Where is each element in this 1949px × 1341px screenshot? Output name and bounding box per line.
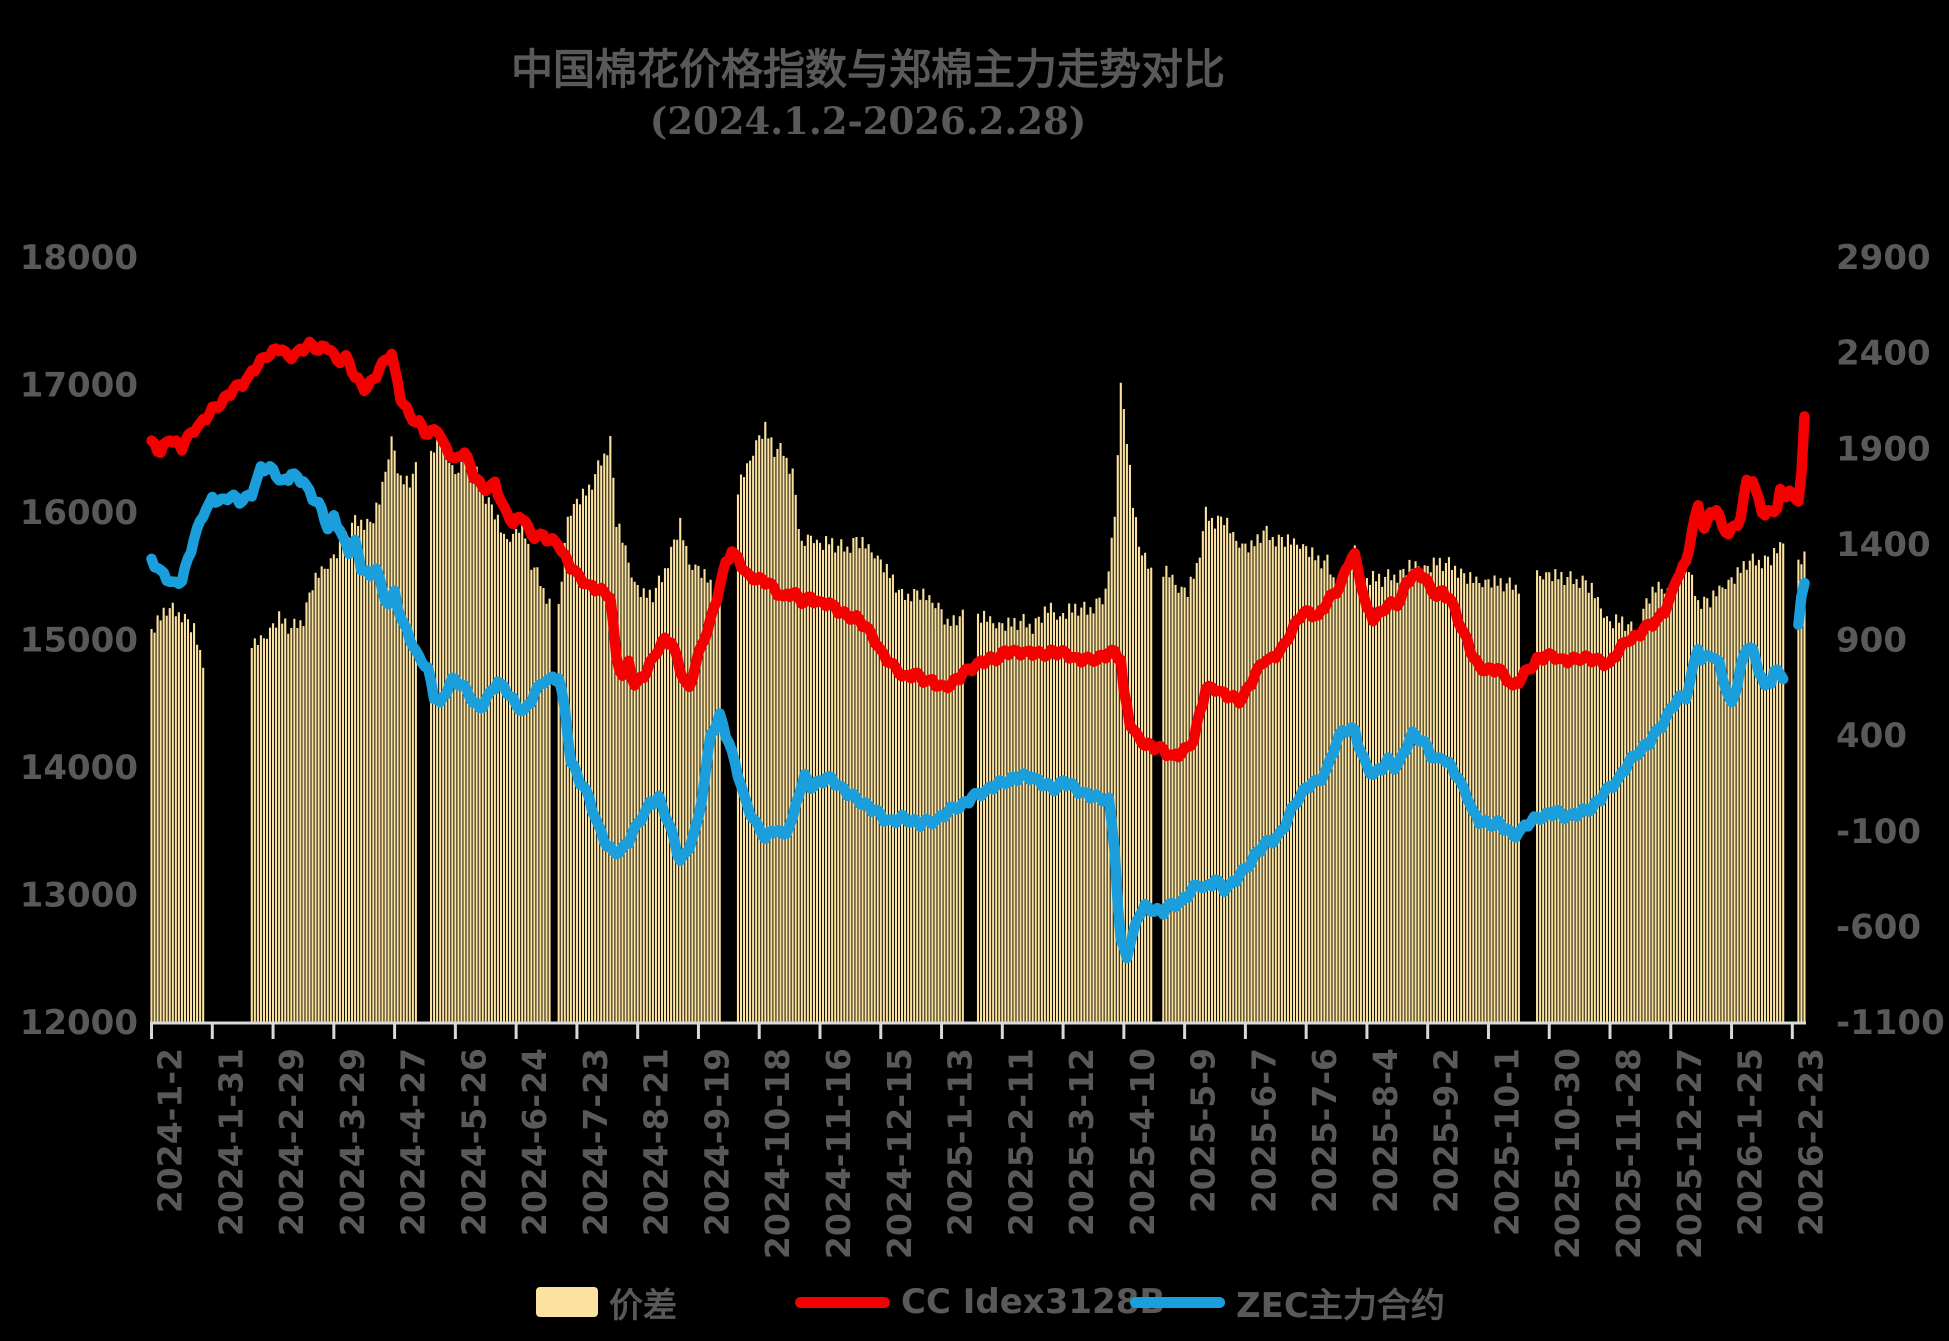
y-axis-right-label: 2900 — [1836, 238, 1931, 278]
y-axis-left-label: 15000 — [20, 621, 138, 661]
x-axis-date-label: 2025-7-6 — [1305, 1048, 1344, 1213]
x-axis-date-label: 2024-7-23 — [576, 1048, 615, 1236]
x-axis-date-label: 2025-6-7 — [1244, 1048, 1283, 1213]
y-axis-right-label: -100 — [1836, 812, 1921, 852]
legend-label-cc-index: CC Idex3128B — [901, 1282, 1166, 1322]
legend-label-zec: ZEC主力合约 — [1236, 1285, 1445, 1326]
chart-title-block: 中国棉花价格指数与郑棉主力走势对比 (2024.1.2-2026.2.28) — [0, 44, 1736, 145]
spread-bars-series — [150, 382, 1806, 1022]
y-axis-left-label: 13000 — [20, 876, 138, 916]
y-axis-right-label: 900 — [1836, 621, 1907, 661]
y-axis-left-label: 12000 — [20, 1003, 138, 1043]
x-axis-date-label: 2025-11-28 — [1609, 1048, 1648, 1259]
y-axis-right-label: 2400 — [1836, 334, 1931, 374]
legend-item-spread: 价差 — [536, 1280, 677, 1326]
x-axis-date-label: 2026-2-23 — [1791, 1048, 1830, 1236]
x-axis-date-label: 2024-10-18 — [758, 1048, 797, 1259]
zec-line-swatch — [1130, 1296, 1225, 1308]
x-axis-date-label: 2025-2-11 — [1001, 1048, 1040, 1236]
x-axis-date-label: 2024-1-31 — [211, 1048, 250, 1236]
y-axis-right-label: -600 — [1836, 907, 1921, 947]
x-axis-date-label: 2024-2-29 — [272, 1048, 311, 1236]
x-axis-date-label: 2024-8-21 — [637, 1048, 676, 1236]
spread-bar-swatch — [536, 1287, 598, 1317]
x-axis-date-label: 2025-12-27 — [1670, 1048, 1709, 1259]
x-axis-date-label: 2024-11-16 — [819, 1048, 858, 1259]
y-axis-left-label: 18000 — [20, 238, 138, 278]
x-axis-date-label: 2024-4-27 — [394, 1048, 433, 1236]
y-axis-right-label: -1100 — [1836, 1003, 1945, 1043]
chart-legend: 价差 CC Idex3128B ZEC主力合约 — [0, 1272, 1949, 1332]
x-axis-date-label: 2024-6-24 — [515, 1048, 554, 1236]
x-axis-date-label: 2024-1-2 — [151, 1048, 190, 1213]
legend-item-zec: ZEC主力合约 — [1130, 1280, 1445, 1326]
cc-index-line-swatch — [795, 1296, 890, 1308]
y-axis-left-label: 16000 — [20, 493, 138, 533]
legend-item-cc-index: CC Idex3128B — [795, 1280, 1165, 1324]
x-axis-date-label: 2025-10-1 — [1488, 1048, 1527, 1236]
chart-subtitle: (2024.1.2-2026.2.28) — [649, 98, 1087, 143]
x-axis-date-label: 2025-3-12 — [1062, 1048, 1101, 1236]
x-axis-date-label: 2025-9-2 — [1427, 1048, 1466, 1213]
x-axis-date-label: 2025-4-10 — [1123, 1048, 1162, 1236]
y-axis-left-label: 17000 — [20, 366, 138, 406]
x-axis-date-label: 2024-3-29 — [333, 1048, 372, 1236]
y-axis-left-label: 14000 — [20, 748, 138, 788]
y-axis-right-label: 1400 — [1836, 525, 1931, 565]
x-axis-date-label: 2025-1-13 — [941, 1048, 980, 1236]
x-axis-date-label: 2024-12-15 — [880, 1048, 919, 1259]
x-axis-date-label: 2025-10-30 — [1548, 1048, 1587, 1259]
x-axis-date-label: 2026-1-25 — [1731, 1048, 1770, 1236]
x-axis-date-label: 2024-5-26 — [454, 1048, 493, 1236]
x-axis-date-label: 2024-9-19 — [698, 1048, 737, 1236]
legend-label-spread: 价差 — [609, 1285, 677, 1326]
y-axis-right-label: 400 — [1836, 716, 1907, 756]
y-axis-right-label: 1900 — [1836, 429, 1931, 469]
x-axis-date-label: 2025-5-9 — [1184, 1048, 1223, 1213]
x-axis-date-label: 2025-8-4 — [1366, 1048, 1405, 1213]
cc-index-line-series — [146, 336, 1810, 763]
chart-title: 中国棉花价格指数与郑棉主力走势对比 — [510, 45, 1225, 94]
zec-line-series — [146, 460, 1810, 964]
